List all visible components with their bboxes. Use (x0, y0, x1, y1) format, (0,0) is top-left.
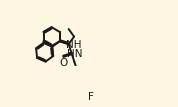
Text: O: O (59, 58, 67, 68)
Text: HN: HN (67, 49, 82, 59)
Text: NH: NH (66, 40, 82, 50)
Text: F: F (88, 92, 94, 102)
